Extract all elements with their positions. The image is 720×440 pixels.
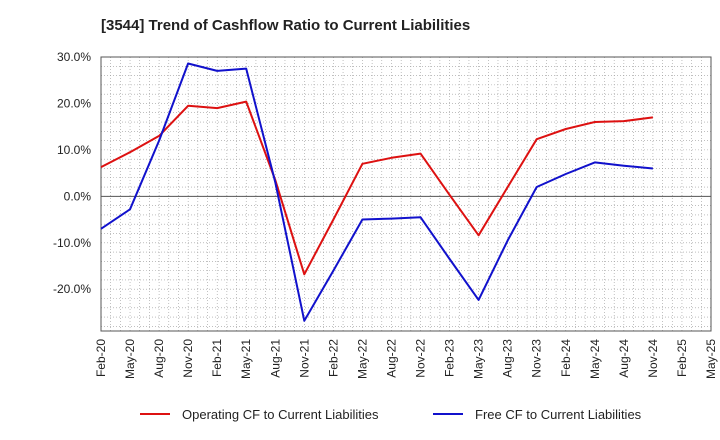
legend: Operating CF to Current Liabilities Free … <box>140 407 642 422</box>
x-tick-label: Feb-20 <box>94 339 108 377</box>
series-lines <box>100 62 654 322</box>
x-tick-label: Feb-23 <box>443 339 457 377</box>
x-tick-label: Nov-22 <box>414 339 428 378</box>
x-axis: Feb-20 May-20 Aug-20 Nov-20 Feb-21 May-21 Aug-… <box>94 339 718 379</box>
series-line-2 <box>100 62 653 322</box>
y-axis: 30.0% 20.0% 10.0% 0.0% -10.0% -20.0% <box>53 50 91 296</box>
chart-title: [3544] Trend of Cashflow Ratio to Curren… <box>101 17 470 34</box>
y-tick-label: -20.0% <box>53 282 91 296</box>
x-tick-label: May-24 <box>588 339 602 379</box>
grid <box>100 56 712 331</box>
x-tick-label: Aug-23 <box>501 339 515 378</box>
x-tick-label: May-23 <box>472 339 486 379</box>
y-tick-label: 10.0% <box>57 143 91 157</box>
x-tick-label: May-20 <box>123 339 137 379</box>
legend-label-1: Operating CF to Current Liabilities <box>182 407 379 422</box>
x-tick-label: Feb-22 <box>326 339 340 377</box>
x-tick-label: Nov-23 <box>530 339 544 378</box>
x-tick-label: Aug-22 <box>384 339 398 378</box>
x-tick-label: Nov-20 <box>181 339 195 378</box>
x-tick-label: Aug-20 <box>152 339 166 378</box>
y-tick-label: 30.0% <box>57 50 91 64</box>
x-tick-label: Aug-24 <box>617 339 631 378</box>
x-tick-label: Aug-21 <box>268 339 282 378</box>
legend-label-2: Free CF to Current Liabilities <box>475 407 642 422</box>
x-tick-label: Feb-24 <box>559 339 573 377</box>
series-line-1 <box>100 100 654 276</box>
y-tick-label: 0.0% <box>64 189 92 203</box>
x-tick-label: Nov-24 <box>646 339 660 378</box>
x-tick-label: May-25 <box>704 339 718 379</box>
x-tick-label: May-22 <box>355 339 369 379</box>
x-tick-label: Feb-25 <box>675 339 689 377</box>
x-tick-label: Nov-21 <box>297 339 311 378</box>
y-tick-label: 20.0% <box>57 96 91 110</box>
y-tick-label: -10.0% <box>53 236 91 250</box>
x-tick-label: Feb-21 <box>210 339 224 377</box>
plot-area <box>100 56 712 332</box>
x-tick-label: May-21 <box>239 339 253 379</box>
